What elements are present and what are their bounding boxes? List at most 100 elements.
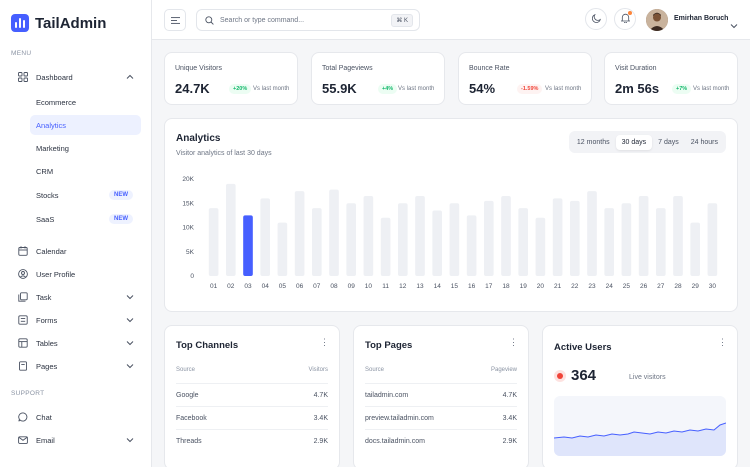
chart-bar[interactable] (397, 203, 408, 276)
chart-bar[interactable] (260, 198, 271, 276)
sidebar-item-pages[interactable]: Pages (12, 356, 142, 376)
chart-bar[interactable] (243, 215, 253, 276)
metric-change-badge: +4% (378, 84, 398, 94)
metric-compare-label: Vs last month (545, 86, 582, 92)
chart-bar[interactable] (208, 208, 219, 276)
column-header-pageview: Pageview (490, 367, 517, 373)
sidebar-item-chat[interactable]: Chat (12, 407, 142, 427)
sidebar-item-forms[interactable]: Forms (12, 310, 142, 330)
y-tick-label: 5K (186, 249, 195, 256)
x-tick-label: 13 (416, 283, 424, 290)
chart-bar[interactable] (638, 195, 649, 276)
tab-30-days[interactable]: 30 days (615, 134, 653, 150)
chart-bar[interactable] (483, 200, 494, 276)
sidebar-item-user-profile[interactable]: User Profile (12, 264, 142, 284)
notifications-button[interactable] (614, 8, 636, 30)
sidebar-item-dashboard[interactable]: Dashboard (12, 67, 142, 87)
sidebar-item-label: Calendar (36, 246, 67, 256)
analytics-title: Analytics (176, 133, 221, 144)
row-value: 3.4K (313, 415, 328, 422)
chevron-down-icon (126, 362, 134, 371)
x-tick-label: 29 (692, 283, 700, 290)
x-tick-label: 04 (262, 283, 270, 290)
x-tick-label: 06 (296, 283, 304, 290)
chevron-down-icon (126, 339, 134, 348)
metric-value: 54% (469, 81, 496, 96)
sidebar-item-calendar[interactable]: Calendar (12, 241, 142, 261)
metric-compare-label: Vs last month (253, 86, 290, 92)
row-source: Facebook (176, 415, 207, 422)
analytics-subtitle: Visitor analytics of last 30 days (176, 150, 272, 157)
sidebar-item-email[interactable]: Email (12, 430, 142, 450)
chart-bar[interactable] (225, 183, 236, 276)
brand-logo[interactable]: TailAdmin (11, 14, 106, 32)
chart-bar[interactable] (449, 203, 460, 276)
metric-value: 2m 56s (615, 81, 660, 96)
x-tick-label: 08 (330, 283, 338, 290)
sidebar-item-task[interactable]: Task (12, 287, 142, 307)
dark-mode-toggle[interactable] (585, 8, 607, 30)
chart-bar[interactable] (380, 217, 391, 276)
x-tick-label: 26 (640, 283, 648, 290)
active-users-sparkline (554, 396, 726, 456)
column-header-visitors: Visitors (308, 367, 328, 373)
chart-bar[interactable] (673, 195, 683, 276)
chart-bar[interactable] (604, 208, 615, 276)
user-name[interactable]: Emirhan Boruch (674, 15, 729, 22)
active-users-label: Live visitors (629, 374, 666, 381)
sidebar-subitem-stocks[interactable]: Stocks NEW (30, 185, 141, 205)
active-users-card: Active Users ⋮ 364 Live visitors (542, 325, 738, 467)
sidebar-item-label: Dashboard (36, 72, 73, 82)
active-users-line (554, 422, 726, 456)
chart-bar[interactable] (415, 195, 425, 276)
chart-bar[interactable] (587, 191, 597, 276)
chart-bar[interactable] (277, 222, 288, 276)
more-options-icon[interactable]: ⋮ (509, 337, 518, 347)
table-row: docs.tailadmin.com 2.9K (365, 429, 517, 452)
chart-bar[interactable] (329, 189, 339, 276)
analytics-card: Analytics Visitor analytics of last 30 d… (164, 118, 738, 312)
sidebar-item-tables[interactable]: Tables (12, 333, 142, 353)
chart-bar[interactable] (621, 203, 632, 276)
chart-bar[interactable] (311, 208, 322, 276)
notification-dot (628, 11, 632, 15)
chart-bar[interactable] (363, 195, 374, 276)
sidebar-subitem-marketing[interactable]: Marketing (36, 143, 69, 153)
x-tick-label: 21 (554, 283, 562, 290)
metric-change-badge: -1.59% (517, 84, 543, 94)
more-options-icon[interactable]: ⋮ (320, 337, 329, 347)
x-tick-label: 25 (623, 283, 631, 290)
avatar[interactable] (646, 9, 668, 31)
tab-7-days[interactable]: 7 days (658, 138, 679, 146)
chevron-down-icon[interactable] (730, 16, 738, 34)
chart-bar[interactable] (569, 200, 580, 276)
sidebar-subitem-crm[interactable]: CRM (36, 166, 54, 176)
chart-bar[interactable] (294, 191, 305, 276)
menu-section-label: MENU (11, 50, 32, 57)
table-icon (18, 338, 28, 348)
chart-bar[interactable] (552, 198, 563, 276)
row-source: preview.tailadmin.com (365, 415, 434, 422)
chart-bar[interactable] (466, 215, 477, 276)
chart-bar[interactable] (655, 208, 666, 276)
chart-bar[interactable] (518, 208, 529, 276)
chart-bar[interactable] (501, 195, 511, 276)
sidebar-subitem-saas[interactable]: SaaS NEW (30, 209, 141, 229)
new-badge: NEW (109, 214, 133, 224)
x-tick-label: 11 (382, 283, 389, 290)
chat-icon (18, 412, 28, 422)
chart-bar[interactable] (346, 203, 357, 276)
chart-bar[interactable] (707, 203, 718, 276)
search-input[interactable]: Search or type command... ⌘ K (196, 9, 420, 31)
chart-bar[interactable] (535, 217, 546, 276)
chart-bar[interactable] (432, 210, 443, 276)
sidebar-toggle-button[interactable] (164, 9, 186, 31)
sidebar-subitem-analytics[interactable]: Analytics (30, 115, 141, 135)
chart-bar[interactable] (690, 222, 701, 276)
tab-12-months[interactable]: 12 months (576, 138, 610, 146)
pages-icon (18, 361, 28, 371)
sidebar-subitem-ecommerce[interactable]: Ecommerce (36, 97, 77, 107)
tab-24-hours[interactable]: 24 hours (690, 138, 718, 146)
x-tick-label: 02 (227, 283, 235, 290)
more-options-icon[interactable]: ⋮ (718, 337, 727, 347)
